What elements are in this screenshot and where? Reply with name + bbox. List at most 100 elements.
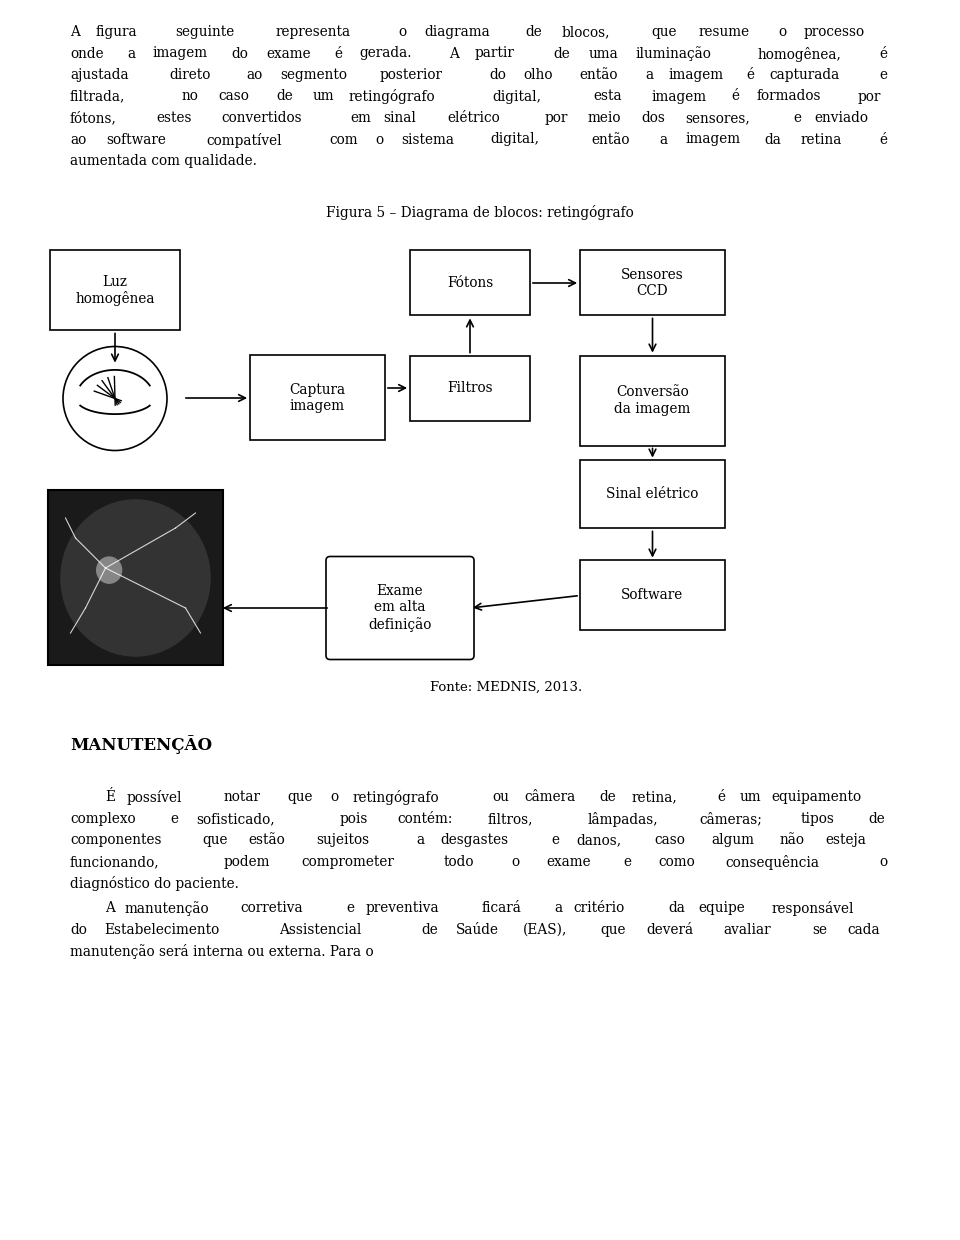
Text: compatível: compatível <box>206 133 282 148</box>
Text: ou: ou <box>492 790 509 805</box>
Text: blocos,: blocos, <box>562 25 610 38</box>
Text: diagrama: diagrama <box>424 25 490 38</box>
Text: comprometer: comprometer <box>301 856 395 869</box>
Text: digital,: digital, <box>492 89 541 103</box>
Text: notar: notar <box>224 790 260 805</box>
Text: exame: exame <box>546 856 590 869</box>
Text: meio: meio <box>588 112 621 125</box>
Text: manutenção será interna ou externa. Para o: manutenção será interna ou externa. Para… <box>70 945 373 960</box>
Text: o: o <box>375 133 384 146</box>
Text: podem: podem <box>224 856 270 869</box>
Text: por: por <box>857 89 881 103</box>
Text: Captura
imagem: Captura imagem <box>289 383 346 413</box>
Text: sinal: sinal <box>383 112 416 125</box>
Text: Luz
homogênea: Luz homogênea <box>75 275 155 306</box>
Text: o: o <box>331 790 339 805</box>
Text: de: de <box>869 812 885 826</box>
Text: imagem: imagem <box>652 89 707 103</box>
Text: onde: onde <box>70 46 104 61</box>
Text: software: software <box>106 133 166 146</box>
Text: o: o <box>398 25 407 38</box>
Bar <box>250 356 385 440</box>
Text: sujeitos: sujeitos <box>316 833 370 847</box>
Text: avaliar: avaliar <box>724 923 772 937</box>
Text: câmeras;: câmeras; <box>700 812 762 826</box>
Text: um: um <box>312 89 334 103</box>
Text: Conversão
da imagem: Conversão da imagem <box>614 386 690 415</box>
Text: equipe: equipe <box>698 901 745 915</box>
Text: Saúde: Saúde <box>456 923 499 937</box>
FancyBboxPatch shape <box>326 557 474 660</box>
Text: enviado: enviado <box>814 112 869 125</box>
Text: A: A <box>70 25 80 38</box>
Text: estão: estão <box>249 833 285 847</box>
Text: fótons,: fótons, <box>70 112 117 125</box>
Text: formados: formados <box>756 89 821 103</box>
Text: que: que <box>601 923 626 937</box>
Text: filtrada,: filtrada, <box>70 89 126 103</box>
Text: funcionando,: funcionando, <box>70 856 159 869</box>
Text: retingógrafo: retingógrafo <box>348 89 435 104</box>
Text: tipos: tipos <box>800 812 834 826</box>
Text: do: do <box>70 923 86 937</box>
Text: Fonte: MEDNIS, 2013.: Fonte: MEDNIS, 2013. <box>430 681 583 693</box>
Text: Fótons: Fótons <box>446 277 493 290</box>
Text: critério: critério <box>574 901 625 915</box>
Text: esteja: esteja <box>826 833 866 847</box>
Text: a: a <box>645 68 654 82</box>
Text: aumentada com qualidade.: aumentada com qualidade. <box>70 154 257 167</box>
Text: Sinal elétrico: Sinal elétrico <box>607 487 699 501</box>
Text: gerada.: gerada. <box>360 46 412 61</box>
Text: do: do <box>489 68 506 82</box>
Text: que: que <box>652 25 677 38</box>
Text: sistema: sistema <box>401 133 454 146</box>
Text: ao: ao <box>246 68 262 82</box>
Text: danos,: danos, <box>576 833 621 847</box>
Text: Exame
em alta
definição: Exame em alta definição <box>369 584 432 631</box>
Text: complexo: complexo <box>70 812 135 826</box>
Text: a: a <box>555 901 563 915</box>
Text: da: da <box>668 901 685 915</box>
Text: equipamento: equipamento <box>772 790 861 805</box>
Text: componentes: componentes <box>70 833 161 847</box>
Text: lâmpadas,: lâmpadas, <box>588 812 659 827</box>
Text: se: se <box>812 923 828 937</box>
Text: uma: uma <box>588 46 618 61</box>
Text: então: então <box>579 68 617 82</box>
Text: caso: caso <box>655 833 685 847</box>
Text: como: como <box>659 856 695 869</box>
Text: capturada: capturada <box>770 68 840 82</box>
Text: todo: todo <box>444 856 474 869</box>
Text: ajustada: ajustada <box>70 68 129 82</box>
Bar <box>580 560 725 630</box>
Text: de: de <box>421 923 439 937</box>
Text: algum: algum <box>711 833 755 847</box>
Ellipse shape <box>96 557 122 584</box>
Text: corretiva: corretiva <box>240 901 303 915</box>
Text: é: é <box>879 46 887 61</box>
Text: A: A <box>105 901 115 915</box>
Text: e: e <box>552 833 560 847</box>
Text: sofisticado,: sofisticado, <box>196 812 275 826</box>
Text: imagem: imagem <box>669 68 724 82</box>
Text: e: e <box>171 812 179 826</box>
Text: Figura 5 – Diagrama de blocos: retingógrafo: Figura 5 – Diagrama de blocos: retingógr… <box>326 206 634 221</box>
Text: câmera: câmera <box>524 790 576 805</box>
Text: Sensores
CCD: Sensores CCD <box>621 268 684 298</box>
Bar <box>580 460 725 528</box>
Text: partir: partir <box>474 46 515 61</box>
Text: o: o <box>879 856 887 869</box>
Bar <box>48 491 223 666</box>
Text: o: o <box>779 25 786 38</box>
Text: e: e <box>879 68 887 82</box>
Bar <box>410 250 530 315</box>
Text: digital,: digital, <box>491 133 540 146</box>
Text: É: É <box>105 790 115 805</box>
Text: retina,: retina, <box>632 790 678 805</box>
Text: ao: ao <box>70 133 86 146</box>
Text: é: é <box>732 89 739 103</box>
Text: que: que <box>288 790 313 805</box>
Text: esta: esta <box>594 89 622 103</box>
Text: segmento: segmento <box>280 68 348 82</box>
Text: é: é <box>879 133 887 146</box>
